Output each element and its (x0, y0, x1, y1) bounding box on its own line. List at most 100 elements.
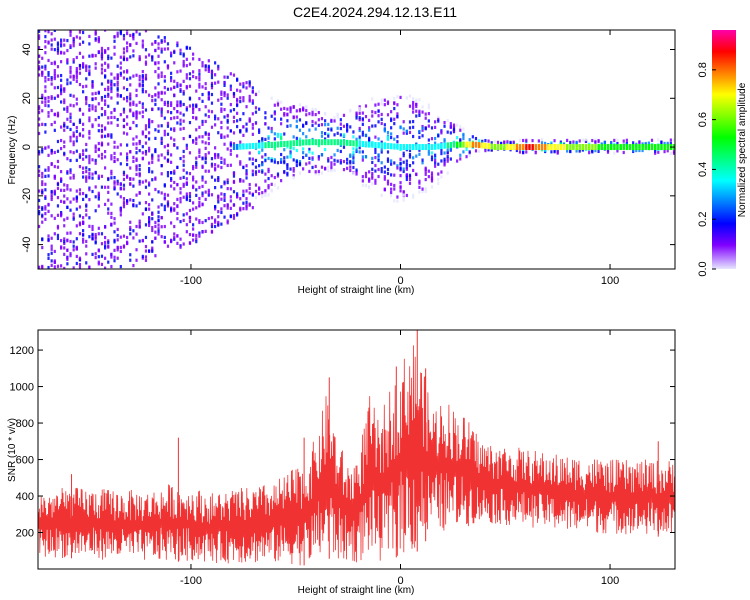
snr-y-tick-label: 1200 (10, 345, 34, 357)
heatmap-cell (94, 66, 97, 70)
heatmap-cell (104, 61, 107, 65)
heatmap-cell (126, 99, 129, 103)
heatmap-cell (122, 57, 126, 62)
heatmap-cell (144, 207, 148, 211)
heatmap-cell (210, 72, 214, 77)
heatmap-cell (144, 55, 148, 59)
heatmap-cell (421, 128, 424, 132)
heatmap-cell (446, 155, 449, 159)
heatmap-cell (151, 157, 154, 161)
heatmap-cell (336, 126, 339, 130)
heatmap-cell (613, 138, 616, 143)
heatmap-cell (41, 71, 44, 76)
heatmap-cell (166, 132, 170, 136)
heatmap-ridge-cell (305, 139, 308, 146)
heatmap-cell (380, 101, 383, 105)
heatmap-cell (201, 64, 204, 68)
heatmap-cell (625, 138, 628, 142)
heatmap-cell (443, 151, 446, 155)
heatmap-cell (38, 165, 41, 169)
heatmap-cell (185, 223, 188, 227)
heatmap-cell (254, 189, 258, 194)
heatmap-cell (44, 67, 47, 71)
heatmap-cell (336, 113, 339, 117)
heatmap-cell (170, 127, 173, 131)
heatmap-cell (462, 127, 465, 131)
heatmap-cell (276, 101, 280, 105)
heatmap-cell (157, 46, 160, 50)
heatmap-cell (377, 158, 380, 163)
heatmap-cell (591, 138, 594, 143)
heatmap-cell (364, 174, 368, 179)
heatmap-cell (144, 108, 148, 112)
heatmap-cell (44, 75, 47, 80)
heatmap-cell (182, 59, 185, 64)
heatmap-cell (126, 235, 129, 240)
heatmap-cell (173, 127, 176, 131)
heatmap-cell (94, 158, 97, 163)
heatmap-ridge-cell (575, 144, 578, 151)
heatmap-cell (217, 117, 220, 121)
heatmap-ridge-cell (569, 144, 572, 151)
heatmap-cell (44, 64, 47, 68)
heatmap-cell (204, 153, 207, 157)
heatmap-ridge-cell (380, 142, 383, 149)
heatmap-cell (63, 128, 66, 132)
heatmap-ridge-cell (559, 144, 563, 151)
heatmap-cell (418, 148, 421, 152)
heatmap-cell (138, 239, 141, 243)
heatmap-cell (559, 140, 562, 144)
heatmap-cell (154, 70, 157, 74)
heatmap-cell (264, 172, 267, 176)
heatmap-cell (220, 185, 223, 189)
heatmap-cell (91, 176, 94, 180)
heatmap-cell (364, 184, 368, 188)
heatmap-cell (276, 186, 280, 190)
heatmap-cell (88, 72, 91, 76)
heatmap-ridge-cell (471, 141, 475, 148)
heatmap-cell (50, 161, 53, 166)
heatmap-cell (289, 107, 292, 111)
heatmap-cell (408, 148, 412, 153)
heatmap-cell (179, 89, 182, 93)
heatmap-cell (229, 195, 232, 199)
heatmap-cell (78, 120, 82, 124)
heatmap-cell (650, 138, 654, 142)
heatmap-cell (173, 85, 176, 89)
heatmap-cell (135, 193, 138, 197)
heatmap-cell (421, 110, 424, 114)
heatmap-ridge-cell (474, 141, 478, 148)
heatmap-cell (217, 153, 220, 157)
heatmap-cell (383, 187, 386, 191)
heatmap-cell (251, 99, 254, 103)
heatmap-cell (204, 190, 207, 194)
heatmap-cell (44, 205, 47, 209)
heatmap-ridge-cell (245, 143, 248, 150)
heatmap-cell (402, 193, 405, 197)
heatmap-cell (286, 124, 289, 128)
heatmap-cell (320, 153, 324, 157)
heatmap-cell (217, 215, 220, 219)
heatmap-cell (210, 157, 214, 161)
spectrogram-x-axis-label: Height of straight line (km) (298, 285, 415, 296)
heatmap-ridge-cell (581, 144, 585, 151)
heatmap-cell (132, 177, 135, 181)
heatmap-cell (176, 165, 179, 170)
heatmap-cell (393, 199, 396, 203)
heatmap-cell (47, 174, 50, 178)
heatmap-cell (669, 138, 672, 142)
heatmap-cell (537, 139, 540, 143)
heatmap-cell (66, 48, 69, 53)
heatmap-cell (248, 191, 251, 195)
heatmap-cell (468, 138, 471, 142)
heatmap-cell (292, 105, 295, 109)
heatmap-cell (201, 99, 204, 103)
heatmap-cell (358, 126, 361, 131)
heatmap-cell (440, 170, 443, 174)
heatmap-cell (254, 110, 258, 114)
heatmap-ridge-cell (603, 144, 607, 151)
heatmap-cell (126, 70, 129, 74)
heatmap-cell (141, 145, 144, 149)
heatmap-cell (226, 120, 229, 124)
heatmap-cell (368, 177, 371, 181)
